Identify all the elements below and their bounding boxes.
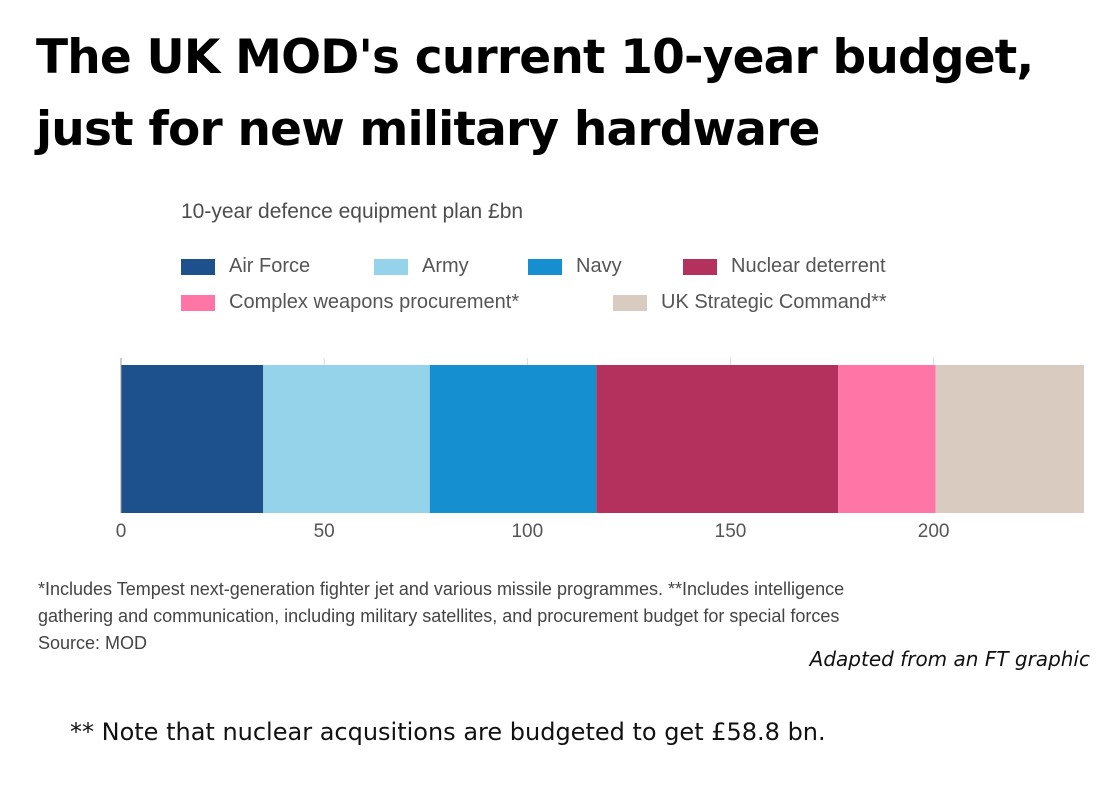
chart-title: 10-year defence equipment plan £bn [181, 200, 524, 223]
x-tick-label-50: 50 [314, 521, 335, 542]
bar-segment-nuclear-deterrent [596, 365, 839, 513]
attribution: Adapted from an FT graphic [809, 647, 1090, 671]
legend-label-navy: Navy [576, 255, 622, 277]
legend-item-army: Army [374, 255, 469, 278]
legend-label-complex-weapons: Complex weapons procurement* [229, 291, 520, 313]
footnote-line-1: *Includes Tempest next-generation fighte… [38, 579, 845, 599]
legend-label-nuclear-deterrent: Nuclear deterrent [731, 255, 886, 277]
legend-swatch-nuclear-deterrent [683, 258, 717, 275]
legend-item-strategic-command: UK Strategic Command** [613, 291, 887, 314]
x-tick-label-100: 100 [511, 521, 543, 542]
bar-segment-navy [429, 365, 597, 513]
headline-line-1: The UK MOD's current 10-year budget, [36, 30, 1034, 85]
legend-label-air-force: Air Force [229, 255, 311, 277]
x-tick-label-150: 150 [715, 521, 747, 542]
nuclear-note: ** Note that nuclear acqusitions are bud… [70, 718, 826, 746]
bar-segment-uk-strategic-command [935, 365, 1084, 513]
legend-swatch-complex-weapons [181, 294, 215, 311]
footnote-source: Source: MOD [38, 633, 148, 653]
footnote-line-2: gathering and communication, including m… [38, 606, 840, 626]
x-tick-label-0: 0 [116, 521, 127, 542]
legend-item-complex-weapons: Complex weapons procurement* [181, 291, 519, 314]
footnotes: *Includes Tempest next-generation fighte… [38, 576, 1038, 657]
bar-segment-complex-weapons-procurement [838, 365, 936, 513]
legend-item-navy: Navy [528, 255, 622, 278]
legend-label-army: Army [422, 255, 469, 277]
legend-swatch-strategic-command [613, 294, 647, 311]
x-tick-label-200: 200 [918, 521, 950, 542]
headline: The UK MOD's current 10-year budget, jus… [36, 22, 1076, 166]
headline-line-2: just for new military hardware [36, 102, 820, 157]
legend-swatch-navy [528, 258, 562, 275]
bar-segment-air-force [121, 365, 264, 513]
bar-segment-army [263, 365, 430, 513]
legend-label-strategic-command: UK Strategic Command** [661, 291, 887, 313]
legend-swatch-army [374, 258, 408, 275]
legend-item-air-force: Air Force [181, 255, 310, 278]
legend-item-nuclear-deterrent: Nuclear deterrent [683, 255, 886, 278]
legend-swatch-air-force [181, 258, 215, 275]
